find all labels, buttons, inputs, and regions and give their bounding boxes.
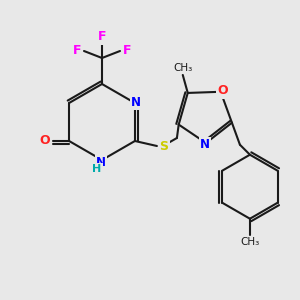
Text: F: F	[123, 44, 131, 58]
Text: N: N	[131, 95, 141, 109]
Text: N: N	[96, 155, 106, 169]
Text: O: O	[40, 134, 50, 148]
Text: F: F	[98, 31, 106, 44]
Text: O: O	[217, 84, 228, 97]
Text: H: H	[92, 164, 102, 174]
Text: CH₃: CH₃	[173, 63, 192, 73]
Text: N: N	[200, 139, 210, 152]
Text: F: F	[73, 44, 81, 58]
Text: S: S	[159, 140, 168, 152]
Text: CH₃: CH₃	[240, 237, 260, 247]
